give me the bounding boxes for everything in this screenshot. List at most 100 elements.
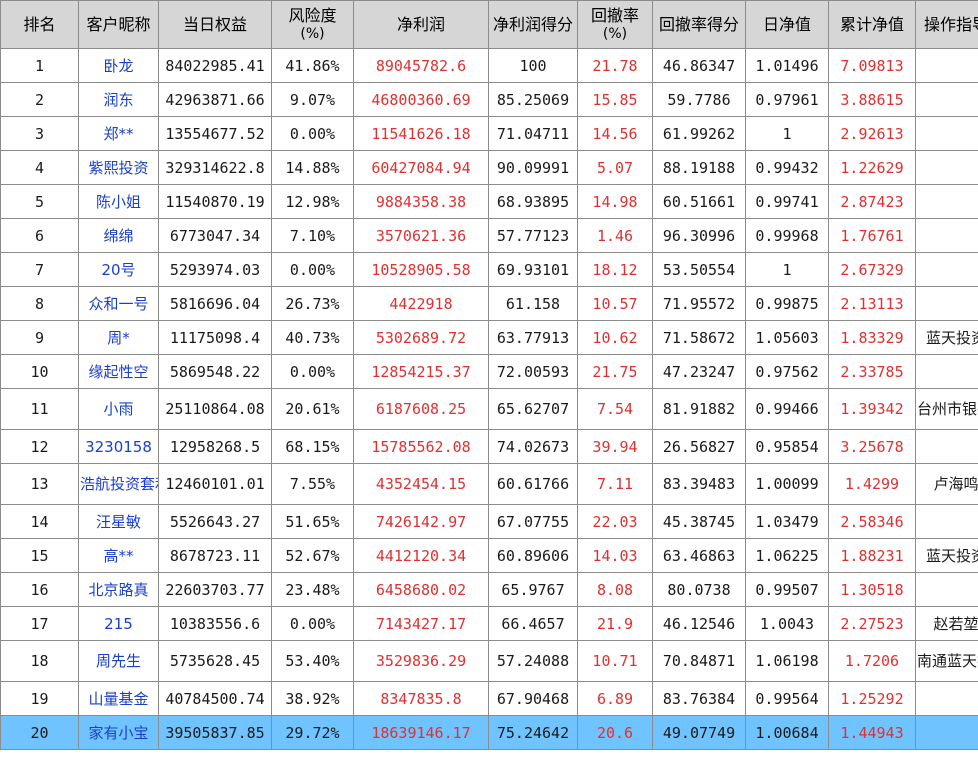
cell-nickname[interactable]: 众和一号	[78, 286, 159, 321]
table-row[interactable]: 10 缘起性空 5869548.22 0.00% 12854215.37 72.00593…	[0, 354, 978, 389]
cell-net-profit: 18639146.17	[353, 715, 489, 750]
table-row[interactable]: 15 高** 8678723.11 52.67% 4412120.34 60.89606 1…	[0, 538, 978, 573]
cell-nickname[interactable]: 紫熙投资	[78, 150, 159, 185]
cell-guide	[915, 504, 978, 539]
cell-drawdown: 15.85	[577, 82, 653, 117]
cell-nickname[interactable]: 卧龙	[78, 48, 159, 83]
cell-guide: 南通蓝天投资	[915, 640, 978, 682]
cell-net-profit-score: 67.90468	[488, 681, 578, 716]
table-row[interactable]: 14 汪星敏 5526643.27 51.65% 7426142.97 67.07755 2…	[0, 504, 978, 539]
cell-nickname[interactable]: 润东	[78, 82, 159, 117]
col-header-drawdown-score[interactable]: 回撤率得分	[652, 0, 746, 49]
table-row[interactable]: 11 小雨 25110864.08 20.61% 6187608.25 65.62707 7…	[0, 388, 978, 430]
cell-nickname[interactable]: 215	[78, 606, 159, 641]
cell-nickname[interactable]: 汪星敏	[78, 504, 159, 539]
cell-risk: 12.98%	[271, 184, 354, 219]
cell-nickname[interactable]: 山量基金	[78, 681, 159, 716]
cell-rank: 1	[0, 48, 79, 83]
table-row[interactable]: 16 北京路真 22603703.77 23.48% 6458680.02 65.9767…	[0, 572, 978, 607]
cell-nickname[interactable]: 家有小宝	[78, 715, 159, 750]
cell-guide: 蓝天投资	[915, 538, 978, 573]
cell-nickname[interactable]: 周*	[78, 320, 159, 355]
cell-equity: 42963871.66	[158, 82, 272, 117]
cell-risk: 0.00%	[271, 606, 354, 641]
table-header: 排名 客户昵称 当日权益 风险度 (%) 净利润 净利润得分 回撤率 (%) 回撤率…	[0, 0, 978, 49]
cell-net-profit-score: 100	[488, 48, 578, 83]
cell-net-profit: 3570621.36	[353, 218, 489, 253]
col-header-rank[interactable]: 排名	[0, 0, 79, 49]
cell-net-profit-score: 69.93101	[488, 252, 578, 287]
table-row[interactable]: 20 家有小宝 39505837.85 29.72% 18639146.17 75.246…	[0, 715, 978, 750]
cell-guide	[915, 429, 978, 464]
col-header-nickname[interactable]: 客户昵称	[78, 0, 159, 49]
cell-rank: 3	[0, 116, 79, 151]
cell-net-profit: 7143427.17	[353, 606, 489, 641]
cell-nickname[interactable]: 3230158	[78, 429, 159, 464]
cell-drawdown-score: 80.0738	[652, 572, 746, 607]
col-header-equity[interactable]: 当日权益	[158, 0, 272, 49]
col-header-risk-unit: (%)	[300, 25, 325, 42]
table-row[interactable]: 13浩航投资套利1号12460101.017.55%4352454.1560.6…	[0, 463, 978, 505]
table-row[interactable]: 12 3230158 12958268.5 68.15% 15785562.08 74.0…	[0, 429, 978, 464]
cell-daily-nav: 1.06225	[745, 538, 829, 573]
col-header-drawdown-unit: (%)	[602, 25, 628, 42]
table-row[interactable]: 6 绵绵 6773047.34 7.10% 3570621.36 57.77123 1.46…	[0, 218, 978, 253]
col-header-net-profit-score[interactable]: 净利润得分	[488, 0, 578, 49]
cell-drawdown: 14.98	[577, 184, 653, 219]
cell-rank: 13	[0, 463, 79, 505]
cell-daily-nav: 1.05603	[745, 320, 829, 355]
cell-net-profit-score: 67.07755	[488, 504, 578, 539]
col-header-drawdown[interactable]: 回撤率 (%)	[577, 0, 653, 49]
cell-rank: 14	[0, 504, 79, 539]
cell-nickname[interactable]: 小雨	[78, 388, 159, 430]
cell-net-profit: 3529836.29	[353, 640, 489, 682]
cell-net-profit-score: 85.25069	[488, 82, 578, 117]
col-header-risk[interactable]: 风险度 (%)	[271, 0, 354, 49]
cell-nickname[interactable]: 浩航投资套利1号	[78, 463, 159, 505]
table-row[interactable]: 9 周* 11175098.4 40.73% 5302689.72 63.77913 10.…	[0, 320, 978, 355]
cell-nickname[interactable]: 周先生	[78, 640, 159, 682]
cell-cum-nav: 1.76761	[828, 218, 916, 253]
cell-equity: 5293974.03	[158, 252, 272, 287]
cell-equity: 25110864.08	[158, 388, 272, 430]
cell-risk: 52.67%	[271, 538, 354, 573]
cell-net-profit-score: 60.89606	[488, 538, 578, 573]
cell-nickname[interactable]: 缘起性空	[78, 354, 159, 389]
cell-daily-nav: 0.99875	[745, 286, 829, 321]
table-row[interactable]: 1 卧龙 84022985.41 41.86% 89045782.6 100 21.78 46…	[0, 48, 978, 83]
cell-drawdown-score: 96.30996	[652, 218, 746, 253]
col-header-net-profit[interactable]: 净利润	[353, 0, 489, 49]
cell-drawdown-score: 83.76384	[652, 681, 746, 716]
cell-nickname[interactable]: 郑**	[78, 116, 159, 151]
cell-net-profit-score: 63.77913	[488, 320, 578, 355]
cell-guide	[915, 572, 978, 607]
col-header-guide[interactable]: 操作指导	[915, 0, 978, 49]
cell-drawdown: 21.9	[577, 606, 653, 641]
cell-rank: 11	[0, 388, 79, 430]
table-row[interactable]: 3 郑** 13554677.52 0.00% 11541626.18 71.04711 1…	[0, 116, 978, 151]
table-row[interactable]: 7 20号 5293974.03 0.00% 10528905.58 69.93101 18…	[0, 252, 978, 287]
cell-guide	[915, 286, 978, 321]
col-header-cum-nav[interactable]: 累计净值	[828, 0, 916, 49]
table-row[interactable]: 18 周先生 5735628.45 53.40% 3529836.29 57.24088 1…	[0, 640, 978, 682]
cell-net-profit: 46800360.69	[353, 82, 489, 117]
table-row[interactable]: 4 紫熙投资 329314622.8 14.88% 60427084.94 90.0999…	[0, 150, 978, 185]
table-row[interactable]: 8 众和一号 5816696.04 26.73% 4422918 61.158 10.57 7…	[0, 286, 978, 321]
cell-nickname[interactable]: 绵绵	[78, 218, 159, 253]
cell-nickname[interactable]: 北京路真	[78, 572, 159, 607]
cell-nickname[interactable]: 高**	[78, 538, 159, 573]
cell-cum-nav: 1.44943	[828, 715, 916, 750]
cell-risk: 51.65%	[271, 504, 354, 539]
table-row[interactable]: 19 山量基金 40784500.74 38.92% 8347835.8 67.90468…	[0, 681, 978, 716]
col-header-risk-label: 风险度	[288, 5, 337, 25]
cell-drawdown-score: 45.38745	[652, 504, 746, 539]
table-row[interactable]: 17 215 10383556.6 0.00% 7143427.17 66.4657 21.…	[0, 606, 978, 641]
cell-net-profit: 10528905.58	[353, 252, 489, 287]
table-row[interactable]: 2 润东 42963871.66 9.07% 46800360.69 85.25069 15…	[0, 82, 978, 117]
cell-nickname[interactable]: 20号	[78, 252, 159, 287]
col-header-daily-nav[interactable]: 日净值	[745, 0, 829, 49]
cell-drawdown-score: 49.07749	[652, 715, 746, 750]
table-row[interactable]: 5 陈小姐 11540870.19 12.98% 9884358.38 68.93895 1…	[0, 184, 978, 219]
cell-cum-nav: 2.92613	[828, 116, 916, 151]
cell-nickname[interactable]: 陈小姐	[78, 184, 159, 219]
